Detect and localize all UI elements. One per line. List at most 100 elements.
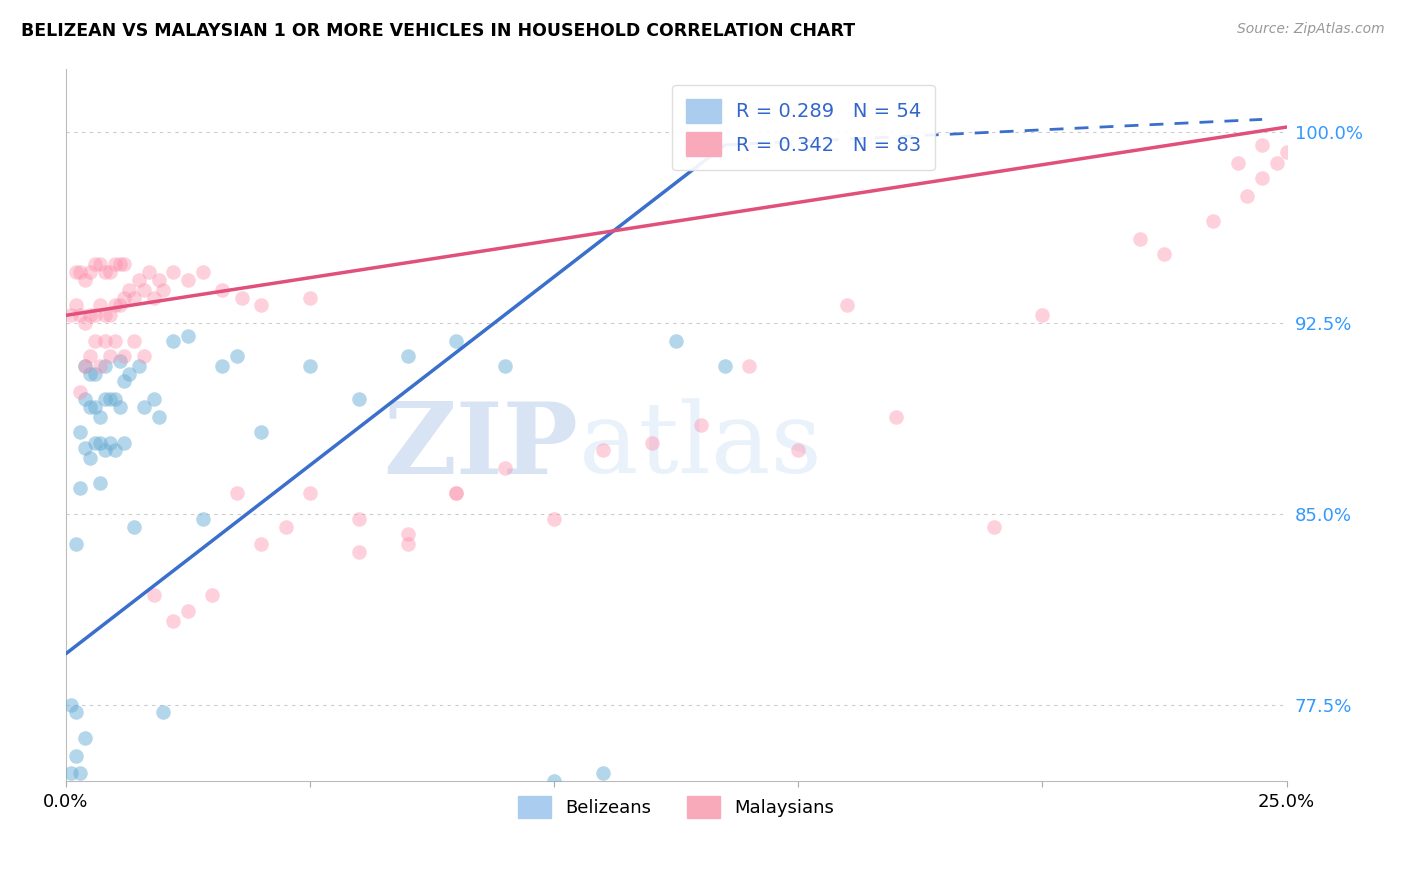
Point — [89, 410, 111, 425]
Point — [122, 519, 145, 533]
Point — [112, 349, 135, 363]
Point — [75, 441, 97, 455]
Point — [122, 334, 145, 348]
Point — [128, 359, 150, 374]
Point — [665, 334, 688, 348]
Point — [75, 316, 97, 330]
Point — [122, 291, 145, 305]
Point — [1031, 309, 1053, 323]
Point — [108, 400, 131, 414]
Point — [396, 527, 419, 541]
Point — [250, 537, 273, 551]
Point — [191, 265, 214, 279]
Text: ZIP: ZIP — [384, 398, 578, 495]
Point — [98, 392, 121, 407]
Point — [84, 334, 107, 348]
Point — [641, 435, 664, 450]
Point — [94, 392, 117, 407]
Point — [65, 748, 87, 763]
Text: atlas: atlas — [578, 398, 821, 494]
Legend: Belizeans, Malaysians: Belizeans, Malaysians — [510, 789, 841, 825]
Point — [446, 486, 468, 500]
Point — [59, 698, 82, 712]
Point — [98, 309, 121, 323]
Point — [104, 443, 127, 458]
Point — [75, 392, 97, 407]
Point — [118, 367, 141, 381]
Point — [75, 359, 97, 374]
Point — [396, 349, 419, 363]
Point — [162, 265, 184, 279]
Point — [142, 588, 165, 602]
Point — [396, 537, 419, 551]
Point — [298, 359, 321, 374]
Point — [69, 309, 91, 323]
Point — [98, 435, 121, 450]
Point — [108, 257, 131, 271]
Point — [543, 774, 565, 789]
Point — [112, 435, 135, 450]
Point — [69, 265, 91, 279]
Point — [75, 731, 97, 745]
Text: BELIZEAN VS MALAYSIAN 1 OR MORE VEHICLES IN HOUSEHOLD CORRELATION CHART: BELIZEAN VS MALAYSIAN 1 OR MORE VEHICLES… — [21, 22, 855, 40]
Point — [79, 309, 101, 323]
Point — [231, 291, 253, 305]
Point — [65, 298, 87, 312]
Point — [84, 435, 107, 450]
Point — [84, 367, 107, 381]
Point — [152, 706, 174, 720]
Point — [347, 392, 370, 407]
Point — [132, 283, 155, 297]
Point — [1251, 137, 1274, 152]
Point — [94, 359, 117, 374]
Point — [347, 545, 370, 559]
Point — [211, 359, 233, 374]
Point — [89, 257, 111, 271]
Point — [84, 400, 107, 414]
Point — [1202, 214, 1225, 228]
Point — [347, 512, 370, 526]
Point — [177, 603, 200, 617]
Point — [738, 359, 761, 374]
Point — [69, 482, 91, 496]
Point — [128, 273, 150, 287]
Point — [211, 283, 233, 297]
Point — [592, 443, 614, 458]
Point — [543, 512, 565, 526]
Point — [94, 265, 117, 279]
Text: Source: ZipAtlas.com: Source: ZipAtlas.com — [1237, 22, 1385, 37]
Point — [112, 291, 135, 305]
Point — [142, 392, 165, 407]
Point — [592, 766, 614, 780]
Point — [79, 367, 101, 381]
Point — [112, 257, 135, 271]
Point — [89, 435, 111, 450]
Point — [1226, 155, 1249, 169]
Point — [104, 334, 127, 348]
Point — [446, 334, 468, 348]
Point — [65, 265, 87, 279]
Point — [1153, 247, 1175, 261]
Point — [250, 425, 273, 440]
Point — [274, 519, 297, 533]
Point — [94, 334, 117, 348]
Point — [79, 265, 101, 279]
Point — [152, 283, 174, 297]
Point — [118, 283, 141, 297]
Point — [148, 410, 170, 425]
Point — [69, 384, 91, 399]
Point — [98, 349, 121, 363]
Point — [225, 486, 247, 500]
Point — [201, 588, 224, 602]
Point — [177, 273, 200, 287]
Point — [69, 766, 91, 780]
Point — [298, 291, 321, 305]
Point — [98, 265, 121, 279]
Point — [142, 291, 165, 305]
Point — [79, 450, 101, 465]
Point — [84, 309, 107, 323]
Point — [1236, 188, 1258, 202]
Point — [1251, 170, 1274, 185]
Point — [104, 257, 127, 271]
Point — [1265, 155, 1288, 169]
